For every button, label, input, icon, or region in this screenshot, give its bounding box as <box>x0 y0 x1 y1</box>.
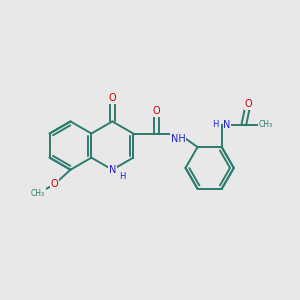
Text: O: O <box>50 179 58 190</box>
Text: O: O <box>244 99 252 109</box>
Text: H: H <box>119 172 126 181</box>
Text: H: H <box>212 120 218 129</box>
Text: CH₃: CH₃ <box>259 120 273 129</box>
Text: N: N <box>109 165 116 175</box>
Text: O: O <box>109 94 116 103</box>
Text: O: O <box>152 106 160 116</box>
Text: N: N <box>223 120 231 130</box>
Text: NH: NH <box>171 134 186 144</box>
Text: CH₃: CH₃ <box>31 189 45 198</box>
